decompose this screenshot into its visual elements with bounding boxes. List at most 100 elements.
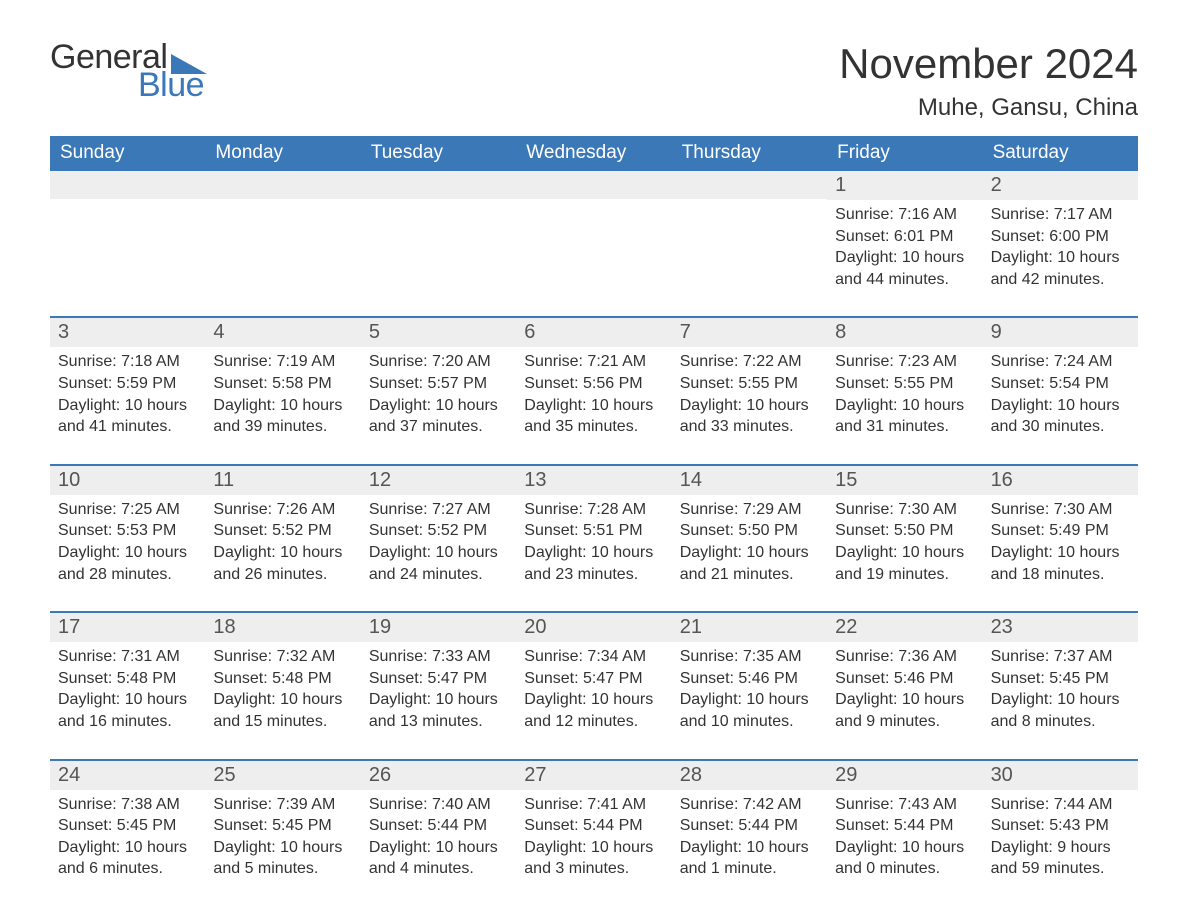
week-row: 3Sunrise: 7:18 AMSunset: 5:59 PMDaylight… (50, 316, 1138, 441)
day-details: Sunrise: 7:27 AMSunset: 5:52 PMDaylight:… (361, 495, 516, 589)
sunrise-line: Sunrise: 7:35 AM (680, 646, 819, 668)
week-row: 1Sunrise: 7:16 AMSunset: 6:01 PMDaylight… (50, 171, 1138, 294)
daylight-line: Daylight: 10 hours and 35 minutes. (524, 395, 663, 438)
day-number: 21 (672, 613, 827, 642)
daylight-line: Daylight: 10 hours and 19 minutes. (835, 542, 974, 585)
daylight-line: Daylight: 9 hours and 59 minutes. (991, 837, 1130, 880)
day-cell: 14Sunrise: 7:29 AMSunset: 5:50 PMDayligh… (672, 466, 827, 589)
daylight-line: Daylight: 10 hours and 33 minutes. (680, 395, 819, 438)
day-number: 11 (205, 466, 360, 495)
daylight-line: Daylight: 10 hours and 26 minutes. (213, 542, 352, 585)
daylight-line: Daylight: 10 hours and 37 minutes. (369, 395, 508, 438)
day-details: Sunrise: 7:26 AMSunset: 5:52 PMDaylight:… (205, 495, 360, 589)
daylight-line: Daylight: 10 hours and 13 minutes. (369, 689, 508, 732)
empty-day-band (361, 171, 516, 199)
sunset-line: Sunset: 5:45 PM (58, 815, 197, 837)
day-details: Sunrise: 7:29 AMSunset: 5:50 PMDaylight:… (672, 495, 827, 589)
sunset-line: Sunset: 5:45 PM (213, 815, 352, 837)
sunrise-line: Sunrise: 7:27 AM (369, 499, 508, 521)
dow-cell: Sunday (50, 136, 205, 171)
sunset-line: Sunset: 5:45 PM (991, 668, 1130, 690)
dow-cell: Tuesday (361, 136, 516, 171)
sunset-line: Sunset: 5:51 PM (524, 520, 663, 542)
sunset-line: Sunset: 5:56 PM (524, 373, 663, 395)
sunrise-line: Sunrise: 7:20 AM (369, 351, 508, 373)
day-details: Sunrise: 7:38 AMSunset: 5:45 PMDaylight:… (50, 790, 205, 884)
sunset-line: Sunset: 6:01 PM (835, 226, 974, 248)
week-row: 24Sunrise: 7:38 AMSunset: 5:45 PMDayligh… (50, 759, 1138, 884)
day-details: Sunrise: 7:42 AMSunset: 5:44 PMDaylight:… (672, 790, 827, 884)
header: General Blue November 2024 Muhe, Gansu, … (50, 40, 1138, 122)
sunrise-line: Sunrise: 7:40 AM (369, 794, 508, 816)
sunrise-line: Sunrise: 7:29 AM (680, 499, 819, 521)
sunset-line: Sunset: 5:50 PM (680, 520, 819, 542)
sunrise-line: Sunrise: 7:30 AM (835, 499, 974, 521)
day-details: Sunrise: 7:40 AMSunset: 5:44 PMDaylight:… (361, 790, 516, 884)
day-details: Sunrise: 7:43 AMSunset: 5:44 PMDaylight:… (827, 790, 982, 884)
day-cell: 12Sunrise: 7:27 AMSunset: 5:52 PMDayligh… (361, 466, 516, 589)
day-cell: 7Sunrise: 7:22 AMSunset: 5:55 PMDaylight… (672, 318, 827, 441)
sunrise-line: Sunrise: 7:41 AM (524, 794, 663, 816)
daylight-line: Daylight: 10 hours and 23 minutes. (524, 542, 663, 585)
day-cell: 17Sunrise: 7:31 AMSunset: 5:48 PMDayligh… (50, 613, 205, 736)
daylight-line: Daylight: 10 hours and 16 minutes. (58, 689, 197, 732)
sunset-line: Sunset: 5:47 PM (369, 668, 508, 690)
day-cell: 5Sunrise: 7:20 AMSunset: 5:57 PMDaylight… (361, 318, 516, 441)
sunrise-line: Sunrise: 7:39 AM (213, 794, 352, 816)
day-details: Sunrise: 7:37 AMSunset: 5:45 PMDaylight:… (983, 642, 1138, 736)
day-cell (672, 171, 827, 294)
day-number: 12 (361, 466, 516, 495)
sunrise-line: Sunrise: 7:26 AM (213, 499, 352, 521)
daylight-line: Daylight: 10 hours and 30 minutes. (991, 395, 1130, 438)
sunset-line: Sunset: 5:44 PM (680, 815, 819, 837)
daylight-line: Daylight: 10 hours and 28 minutes. (58, 542, 197, 585)
daylight-line: Daylight: 10 hours and 12 minutes. (524, 689, 663, 732)
day-details: Sunrise: 7:20 AMSunset: 5:57 PMDaylight:… (361, 347, 516, 441)
daylight-line: Daylight: 10 hours and 39 minutes. (213, 395, 352, 438)
day-cell: 29Sunrise: 7:43 AMSunset: 5:44 PMDayligh… (827, 761, 982, 884)
brand-logo: General Blue (50, 40, 207, 102)
day-number: 2 (983, 171, 1138, 200)
daylight-line: Daylight: 10 hours and 3 minutes. (524, 837, 663, 880)
sunrise-line: Sunrise: 7:28 AM (524, 499, 663, 521)
daylight-line: Daylight: 10 hours and 9 minutes. (835, 689, 974, 732)
day-cell: 11Sunrise: 7:26 AMSunset: 5:52 PMDayligh… (205, 466, 360, 589)
sunset-line: Sunset: 5:58 PM (213, 373, 352, 395)
daylight-line: Daylight: 10 hours and 42 minutes. (991, 247, 1130, 290)
day-details: Sunrise: 7:39 AMSunset: 5:45 PMDaylight:… (205, 790, 360, 884)
day-cell: 21Sunrise: 7:35 AMSunset: 5:46 PMDayligh… (672, 613, 827, 736)
daylight-line: Daylight: 10 hours and 21 minutes. (680, 542, 819, 585)
daylight-line: Daylight: 10 hours and 44 minutes. (835, 247, 974, 290)
daylight-line: Daylight: 10 hours and 0 minutes. (835, 837, 974, 880)
day-number: 16 (983, 466, 1138, 495)
location: Muhe, Gansu, China (839, 94, 1138, 122)
day-number: 19 (361, 613, 516, 642)
sunset-line: Sunset: 5:50 PM (835, 520, 974, 542)
day-number: 29 (827, 761, 982, 790)
day-number: 9 (983, 318, 1138, 347)
day-details: Sunrise: 7:23 AMSunset: 5:55 PMDaylight:… (827, 347, 982, 441)
day-number: 23 (983, 613, 1138, 642)
day-cell: 30Sunrise: 7:44 AMSunset: 5:43 PMDayligh… (983, 761, 1138, 884)
sunrise-line: Sunrise: 7:17 AM (991, 204, 1130, 226)
day-number: 3 (50, 318, 205, 347)
sunset-line: Sunset: 5:44 PM (369, 815, 508, 837)
day-number: 30 (983, 761, 1138, 790)
sunset-line: Sunset: 5:48 PM (213, 668, 352, 690)
day-details: Sunrise: 7:41 AMSunset: 5:44 PMDaylight:… (516, 790, 671, 884)
daylight-line: Daylight: 10 hours and 31 minutes. (835, 395, 974, 438)
day-number: 14 (672, 466, 827, 495)
sunrise-line: Sunrise: 7:31 AM (58, 646, 197, 668)
month-title: November 2024 (839, 40, 1138, 88)
day-cell: 23Sunrise: 7:37 AMSunset: 5:45 PMDayligh… (983, 613, 1138, 736)
day-number: 6 (516, 318, 671, 347)
day-details: Sunrise: 7:34 AMSunset: 5:47 PMDaylight:… (516, 642, 671, 736)
day-cell: 26Sunrise: 7:40 AMSunset: 5:44 PMDayligh… (361, 761, 516, 884)
day-cell: 22Sunrise: 7:36 AMSunset: 5:46 PMDayligh… (827, 613, 982, 736)
day-cell: 28Sunrise: 7:42 AMSunset: 5:44 PMDayligh… (672, 761, 827, 884)
empty-day-band (205, 171, 360, 199)
daylight-line: Daylight: 10 hours and 15 minutes. (213, 689, 352, 732)
day-details: Sunrise: 7:44 AMSunset: 5:43 PMDaylight:… (983, 790, 1138, 884)
day-cell: 1Sunrise: 7:16 AMSunset: 6:01 PMDaylight… (827, 171, 982, 294)
day-details: Sunrise: 7:30 AMSunset: 5:50 PMDaylight:… (827, 495, 982, 589)
